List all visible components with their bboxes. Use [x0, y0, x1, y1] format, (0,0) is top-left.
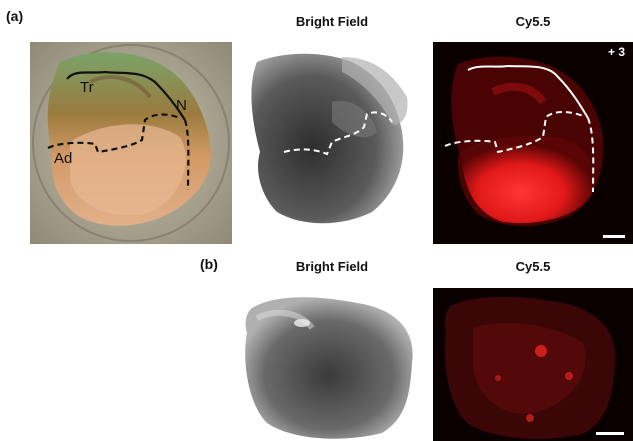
scale-bar-b	[596, 432, 624, 435]
cy55-image-a	[444, 56, 625, 238]
header-bright-field-a: Bright Field	[295, 14, 369, 29]
cy55-image-b	[444, 296, 624, 439]
cy55-panel-b	[433, 288, 633, 441]
header-cy55-b: Cy5.5	[515, 259, 551, 274]
label-ad: Ad	[54, 150, 73, 167]
tissue-photo	[30, 42, 232, 244]
label-tr: Tr	[80, 79, 94, 96]
bright-field-panel-b	[232, 288, 433, 441]
header-cy55-a: Cy5.5	[515, 14, 551, 29]
cy55-panel-a: + 3	[433, 42, 633, 244]
label-n: N	[176, 97, 187, 114]
cy55-badge: + 3	[607, 45, 625, 59]
panel-label-a: (a)	[6, 8, 24, 24]
header-bright-field-b: Bright Field	[295, 259, 369, 274]
scale-bar-a	[603, 235, 625, 238]
bright-field-image-a	[251, 53, 408, 224]
bright-field-image-b	[245, 297, 413, 439]
panel-label-b: (b)	[200, 256, 218, 272]
bright-field-panel-a	[232, 42, 433, 244]
photo-panel: Tr N Ad	[30, 42, 232, 244]
